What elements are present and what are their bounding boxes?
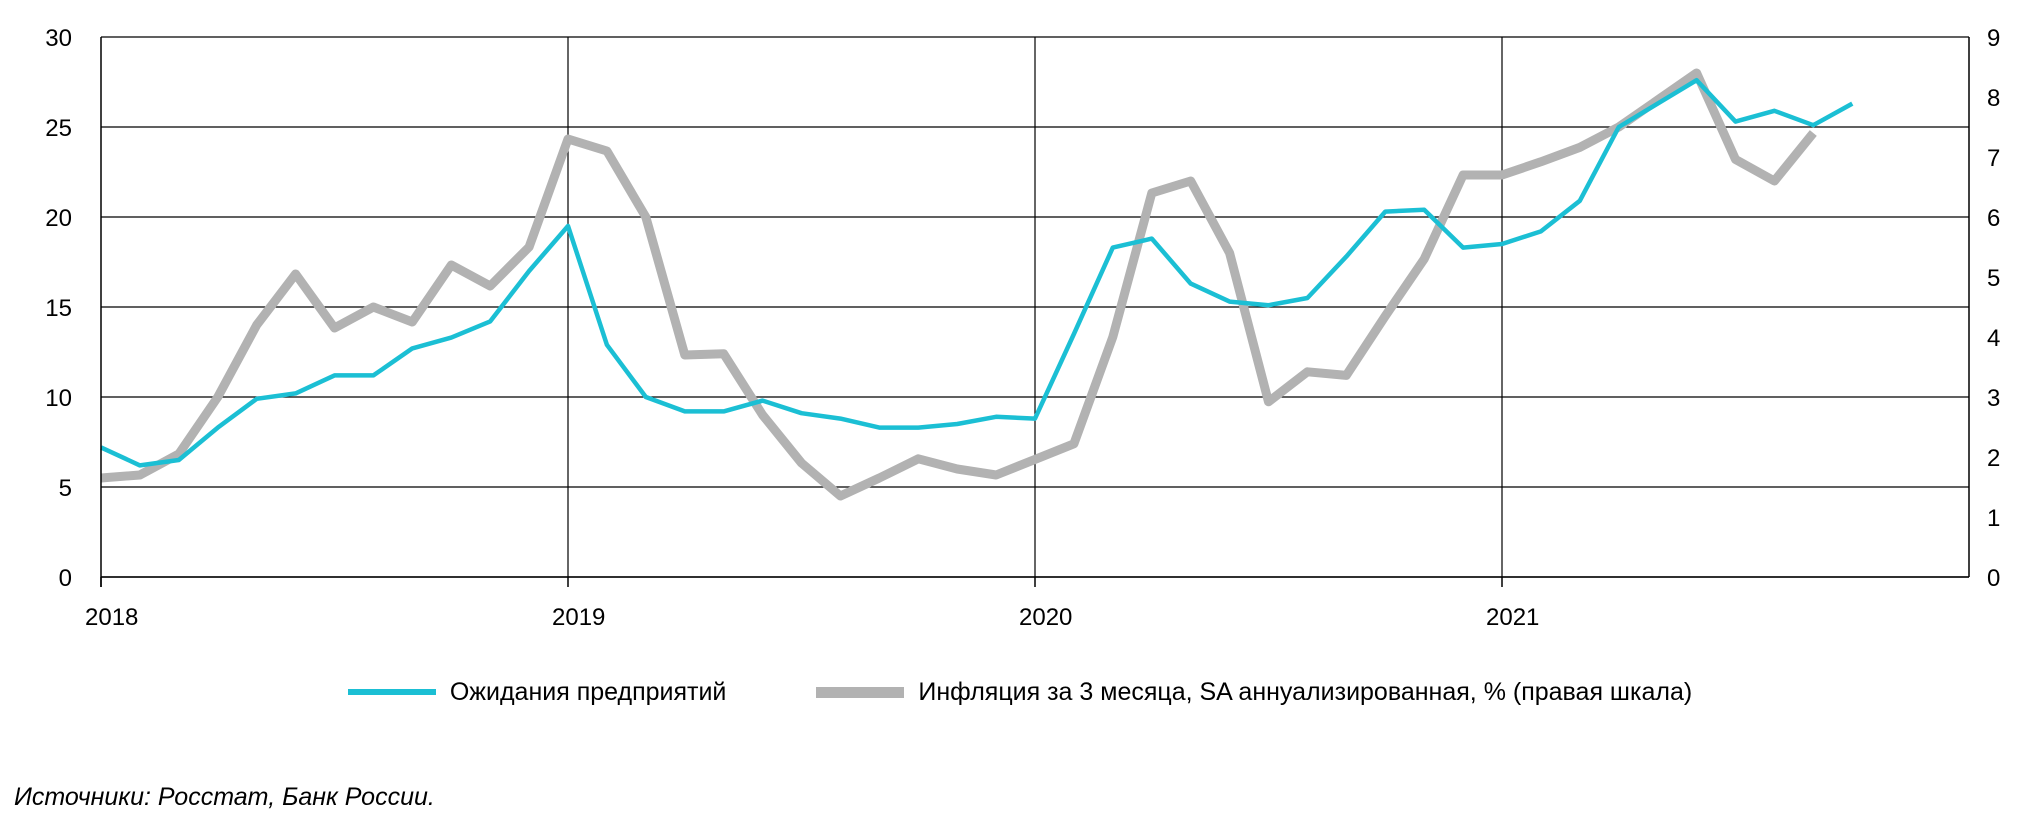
y-right-tick-label-6: 6 (1987, 205, 2000, 232)
y-left-tick-label-5: 5 (59, 475, 72, 502)
y-left-tick-label-10: 10 (45, 385, 72, 412)
y-right-tick-label-3: 3 (1987, 385, 2000, 412)
y-left-tick-label-25: 25 (45, 115, 72, 142)
series-line-inflation (100, 68, 1817, 501)
legend-label-enterprise-expectations: Ожидания предприятий (449, 677, 727, 706)
x-tick-label-2018: 2018 (85, 604, 138, 631)
legend-item-inflation: Инфляция за 3 месяца, SA аннуализированн… (816, 678, 1692, 707)
y-right-tick-label-5: 5 (1987, 265, 2000, 292)
y-right-tick-label-2: 2 (1987, 445, 2000, 472)
y-left-tick-label-15: 15 (45, 295, 72, 322)
axes: 2018 2019 2020 2021 0 5 10 15 20 25 30 0 1 2 3 4 5 6 7 8 9 (45, 25, 2000, 631)
y-right-tick-label-1: 1 (1987, 505, 2000, 532)
y-left-tick-label-0: 0 (59, 565, 72, 592)
legend-swatch-gray (816, 686, 905, 698)
legend-item-enterprise-expectations: Ожидания предприятий (347, 677, 727, 707)
source-note: Источники: Росстат, Банк России. (14, 783, 435, 811)
series-line-enterprise-expectations (100, 77, 1854, 468)
legend-label-inflation: Инфляция за 3 месяца, SA аннуализированн… (918, 677, 1693, 706)
y-right-tick-label-0: 0 (1987, 565, 2000, 592)
legend: Ожидания предприятий Инфляция за 3 месяц… (0, 670, 2040, 714)
y-left-tick-label-20: 20 (45, 205, 72, 232)
y-right-tick-label-9: 9 (1987, 25, 2000, 52)
grid-lines (101, 36, 1969, 578)
x-tick-label-2020: 2020 (1019, 604, 1072, 631)
y-right-tick-label-7: 7 (1987, 145, 2000, 172)
x-tick-label-2019: 2019 (552, 604, 605, 631)
series-lines (100, 68, 1854, 501)
y-right-tick-label-8: 8 (1987, 85, 2000, 112)
legend-swatch-cyan (347, 689, 436, 695)
y-left-tick-label-30: 30 (45, 25, 72, 52)
x-tick-label-2021: 2021 (1486, 604, 1539, 631)
y-right-tick-label-4: 4 (1987, 325, 2000, 352)
